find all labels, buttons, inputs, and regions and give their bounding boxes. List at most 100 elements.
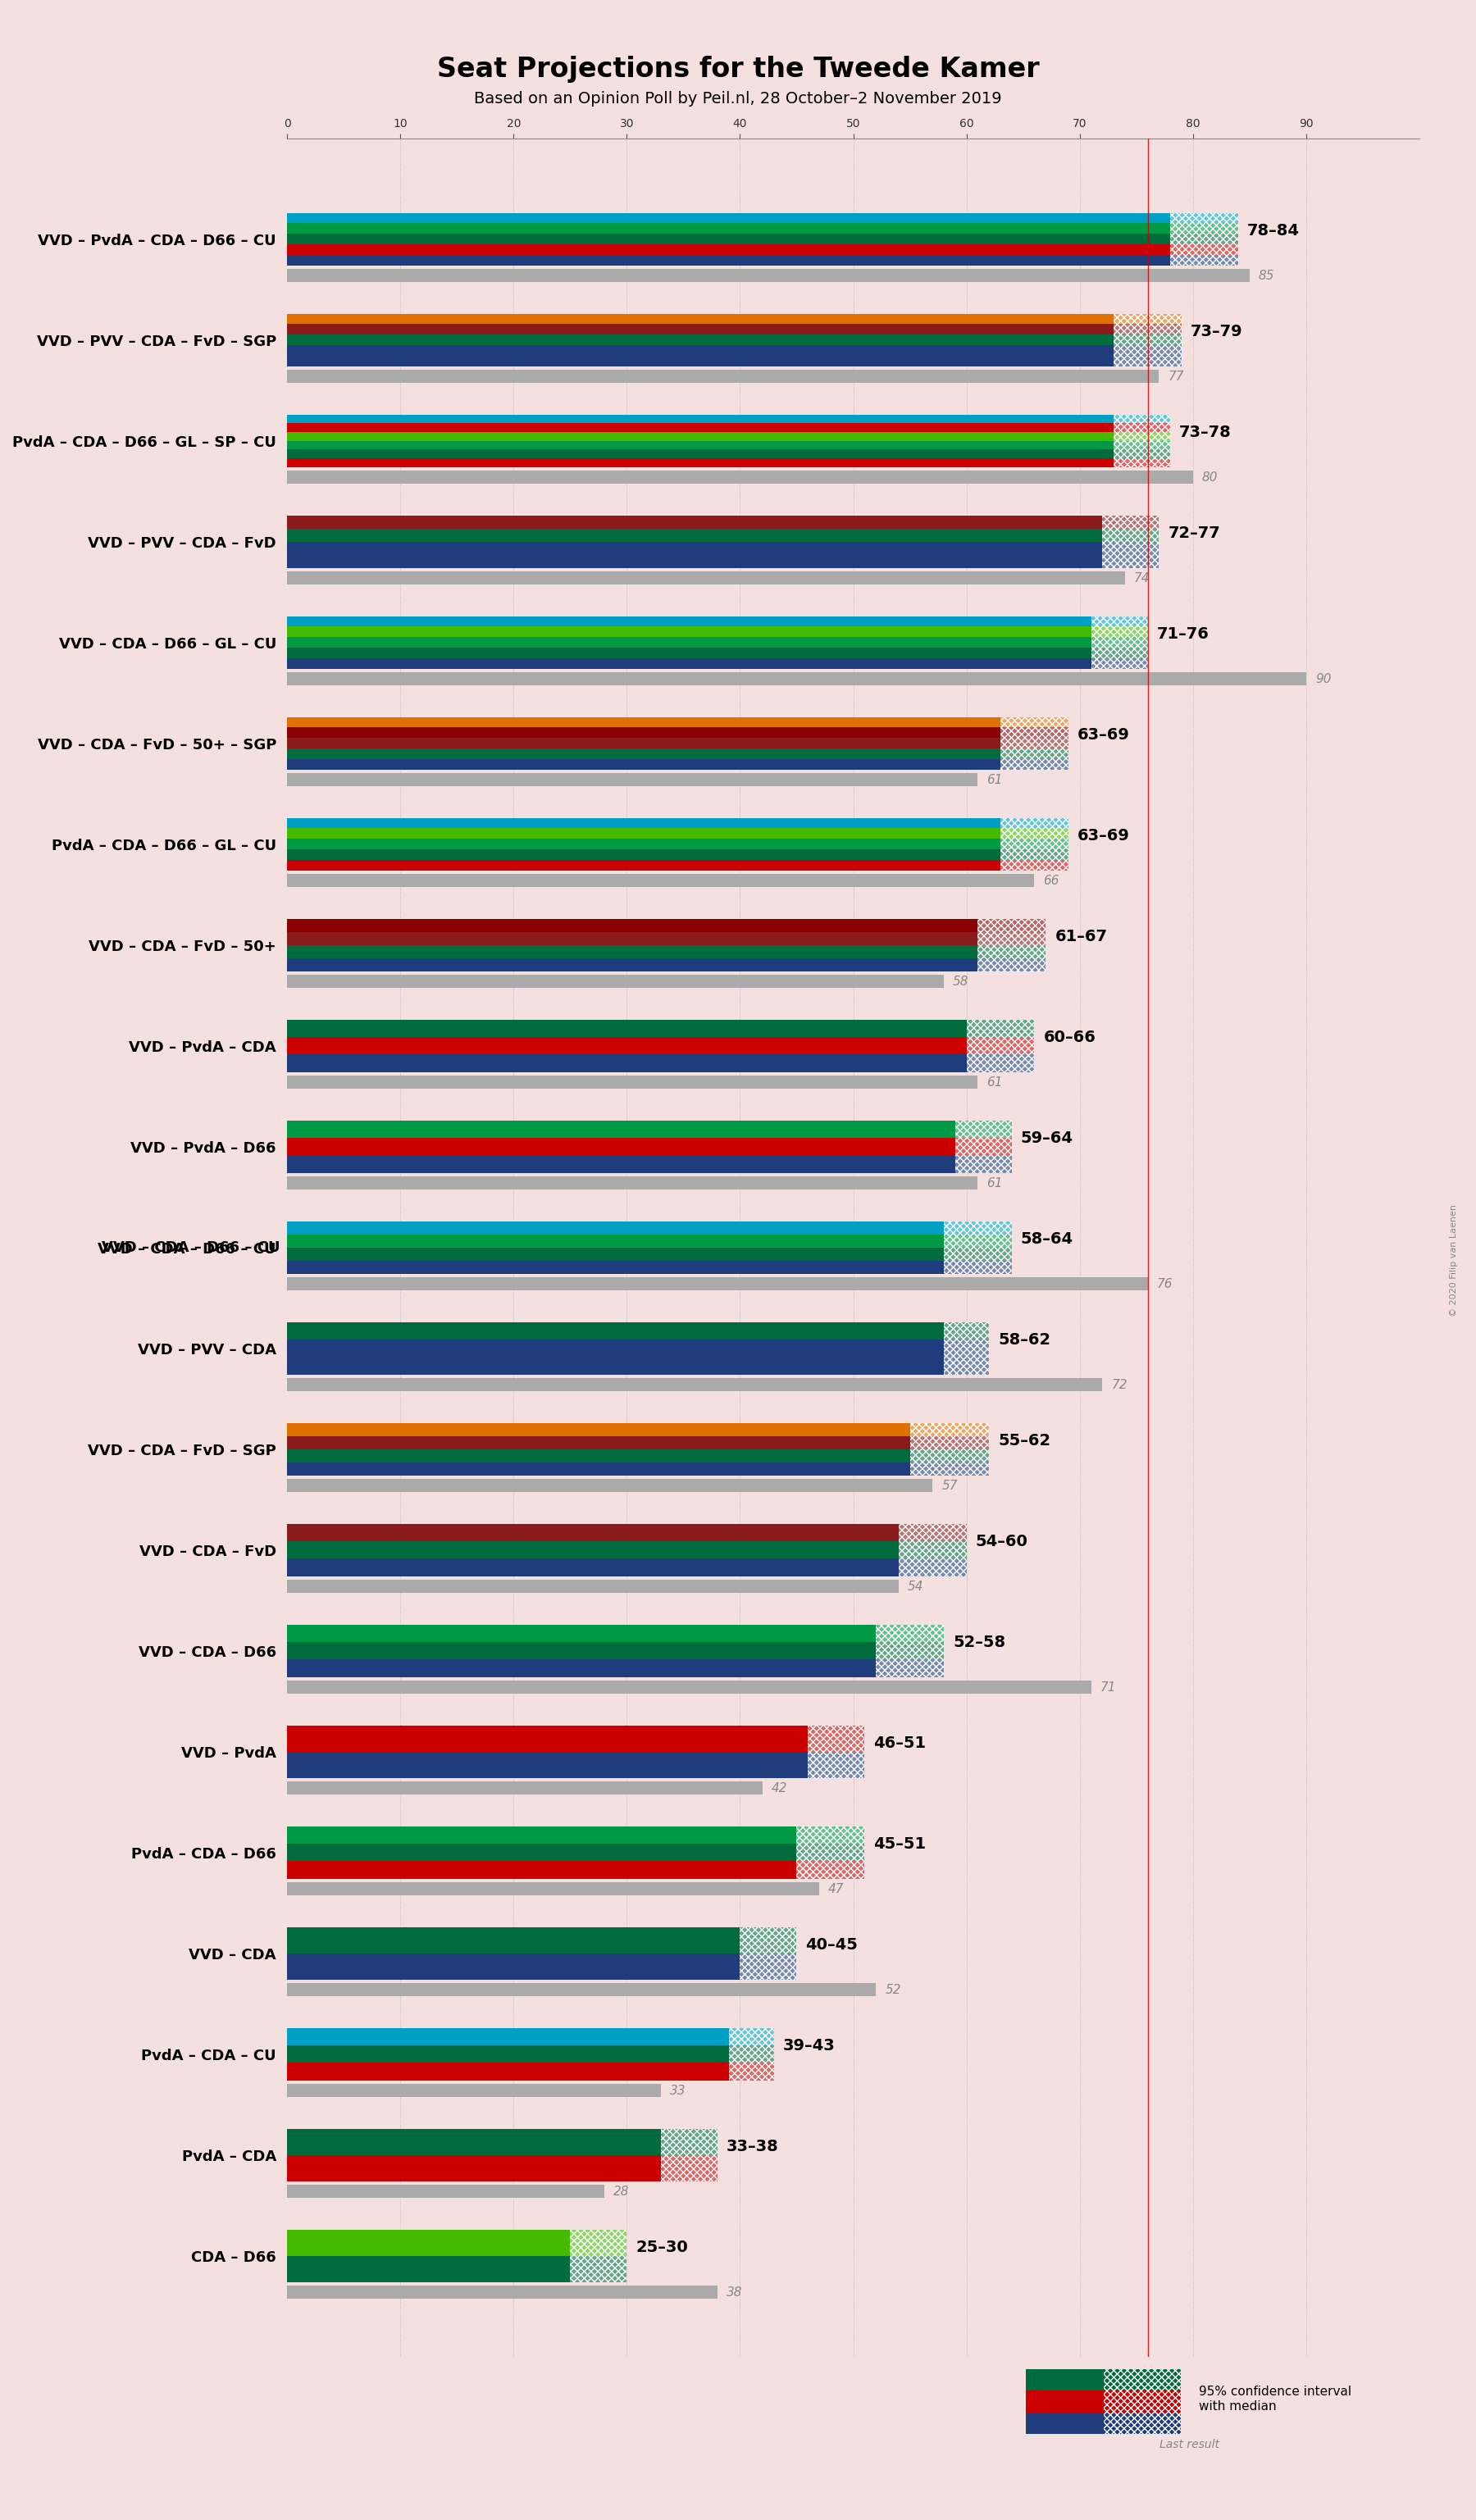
Bar — [286, 212, 1238, 224]
Bar — [286, 975, 943, 988]
Bar — [286, 2129, 717, 2155]
Bar — [286, 1154, 1011, 1172]
Text: 58: 58 — [953, 975, 968, 988]
Bar — [286, 1449, 989, 1462]
Bar — [955, 1121, 1011, 1172]
Text: 54: 54 — [908, 1580, 924, 1593]
Bar — [943, 1222, 1011, 1273]
Text: 39–43: 39–43 — [784, 2039, 835, 2054]
Text: 63–69: 63–69 — [1077, 829, 1129, 844]
Bar — [899, 1525, 967, 1575]
Bar — [286, 1235, 1011, 1247]
Text: 54–60: 54–60 — [976, 1535, 1027, 1550]
Bar — [286, 945, 1045, 958]
Bar — [797, 1827, 865, 1877]
Bar — [286, 638, 1148, 648]
Bar — [286, 2064, 773, 2079]
Bar — [967, 1021, 1035, 1071]
Bar — [1114, 312, 1182, 365]
Text: 95% confidence interval
with median: 95% confidence interval with median — [1199, 2386, 1351, 2412]
Bar — [286, 1177, 977, 1189]
Bar — [286, 1782, 763, 1794]
Text: 73–78: 73–78 — [1179, 426, 1231, 441]
Bar — [286, 849, 1069, 859]
Bar — [286, 1260, 1011, 1273]
Bar — [1103, 514, 1159, 567]
Bar — [286, 335, 1182, 345]
Bar — [286, 658, 1148, 668]
Bar — [286, 648, 1148, 658]
Bar — [1026, 2369, 1181, 2391]
Bar — [1114, 312, 1182, 365]
Bar — [286, 728, 1069, 738]
Text: 61: 61 — [987, 1076, 1002, 1089]
Bar — [286, 1751, 865, 1777]
Text: 52: 52 — [886, 1983, 900, 1996]
Text: Last result: Last result — [1160, 2439, 1219, 2449]
Text: 58–64: 58–64 — [1021, 1232, 1073, 1247]
Text: 78–84: 78–84 — [1247, 224, 1300, 239]
Text: 59–64: 59–64 — [1021, 1131, 1073, 1147]
Bar — [286, 572, 1125, 585]
Bar — [1001, 819, 1069, 869]
Bar — [286, 2029, 773, 2046]
Bar — [661, 2129, 717, 2180]
Bar — [570, 2230, 627, 2283]
Bar — [286, 1542, 967, 1557]
Text: 61–67: 61–67 — [1055, 930, 1107, 945]
Bar — [1170, 212, 1238, 265]
Text: 40–45: 40–45 — [806, 1938, 858, 1953]
Bar — [286, 1076, 977, 1089]
Text: 76: 76 — [1157, 1278, 1173, 1290]
Bar — [807, 1726, 865, 1777]
Bar — [1001, 819, 1069, 869]
Bar — [286, 542, 1159, 554]
Bar — [286, 1643, 943, 1658]
Bar — [286, 325, 1182, 335]
Text: 38: 38 — [726, 2286, 742, 2298]
Text: 52–58: 52–58 — [953, 1635, 1005, 1651]
Bar — [286, 234, 1238, 244]
Bar — [286, 423, 1170, 431]
Bar — [1103, 514, 1159, 567]
Bar — [286, 2155, 717, 2180]
Bar — [909, 1424, 989, 1474]
Bar — [286, 2286, 717, 2298]
Bar — [286, 1424, 989, 1436]
Bar — [286, 224, 1238, 234]
Text: 85: 85 — [1259, 270, 1275, 282]
Bar — [286, 255, 1238, 265]
Bar — [286, 471, 1193, 484]
Bar — [875, 1625, 943, 1676]
Bar — [286, 759, 1069, 769]
Bar — [909, 1424, 989, 1474]
Bar — [286, 244, 1238, 255]
Bar — [967, 1021, 1035, 1071]
Bar — [286, 829, 1069, 839]
Bar — [286, 1278, 1148, 1290]
Bar — [286, 345, 1182, 355]
Bar — [570, 2230, 627, 2283]
Bar — [1114, 413, 1170, 466]
Bar — [286, 627, 1148, 638]
Bar — [807, 1726, 865, 1777]
Text: 55–62: 55–62 — [998, 1434, 1051, 1449]
Bar — [1091, 615, 1148, 668]
Bar — [1104, 2369, 1181, 2434]
Bar — [286, 1827, 865, 1845]
Bar — [286, 2046, 773, 2064]
Text: 42: 42 — [772, 1782, 788, 1794]
Bar — [286, 431, 1170, 441]
Bar — [286, 1557, 967, 1575]
Bar — [286, 1726, 865, 1751]
Bar — [943, 1323, 989, 1373]
Text: 74: 74 — [1134, 572, 1150, 585]
Text: 72–77: 72–77 — [1168, 527, 1221, 542]
Bar — [286, 554, 1159, 567]
Bar — [875, 1625, 943, 1676]
Bar — [943, 1323, 989, 1373]
Bar — [286, 1462, 989, 1474]
Bar — [1001, 718, 1069, 769]
Text: 33: 33 — [670, 2084, 686, 2097]
Bar — [1001, 718, 1069, 769]
